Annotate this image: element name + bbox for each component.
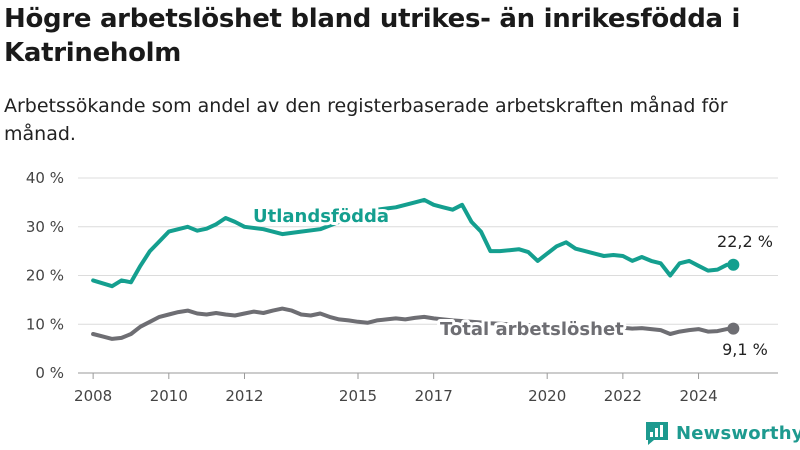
chart-title: Högre arbetslöshet bland utrikes- än inr…: [4, 4, 741, 68]
line-total-arbetsloshet: [91, 306, 736, 341]
y-axis: 0 % 10 % 20 % 30 % 40 %: [26, 169, 64, 382]
y-tick-label: 40 %: [26, 169, 64, 187]
x-axis: 2008 2010 2012 2015 2017 2020 2022 2024: [74, 373, 718, 405]
y-tick-label: 20 %: [26, 267, 64, 285]
x-tick-label: 2010: [150, 387, 188, 405]
x-tick-label: 2017: [415, 387, 453, 405]
series-lines: [91, 197, 740, 341]
x-tick-label: 2020: [528, 387, 566, 405]
brand-name: Newsworthy: [676, 422, 800, 444]
newsworthy-logo: Newsworthy: [644, 418, 800, 448]
label-total-arbetsloshet: Total arbetslöshet: [440, 319, 624, 340]
x-tick-label: 2008: [74, 387, 112, 405]
x-tick-label: 2022: [604, 387, 642, 405]
y-tick-label: 10 %: [26, 315, 64, 333]
end-label-total: 9,1 %: [722, 340, 768, 359]
end-label-utlandsfodda: 22,2 %: [717, 232, 773, 251]
x-tick-label: 2012: [225, 387, 263, 405]
label-utlandsfodda: Utlandsfödda: [253, 206, 389, 227]
y-tick-label: 0 %: [35, 364, 64, 382]
x-tick-label: 2024: [679, 387, 717, 405]
line-utlandsfodda: [91, 197, 736, 289]
grid-lines: [78, 177, 778, 374]
chart-subtitle: Arbetssökande som andel av den registerb…: [4, 95, 728, 145]
end-point: [727, 322, 740, 335]
end-point: [727, 258, 740, 271]
x-tick-label: 2015: [339, 387, 377, 405]
series-labels: Utlandsfödda Total arbetslöshet 22,2 % 9,1 …: [250, 203, 773, 359]
bar-chart-icon: [646, 422, 668, 445]
y-tick-label: 30 %: [26, 218, 64, 236]
